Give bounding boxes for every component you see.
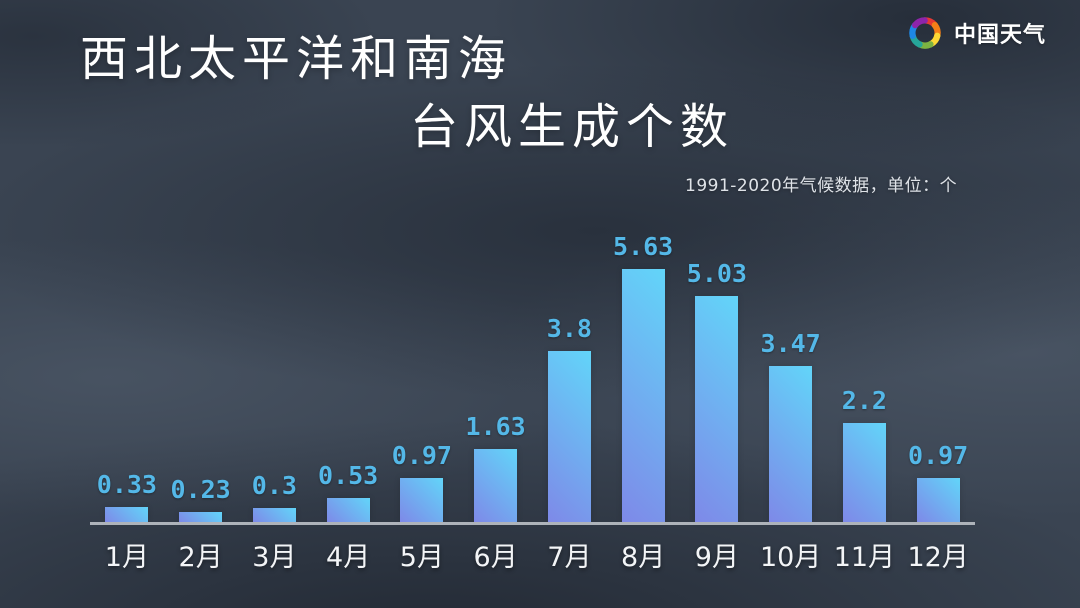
bar-slot: 1.63 <box>459 412 533 522</box>
bar-slot: 0.33 <box>90 470 164 522</box>
month-label: 2月 <box>178 542 223 573</box>
bar <box>105 507 149 522</box>
month-label: 6月 <box>473 542 518 573</box>
month-label: 9月 <box>694 542 739 573</box>
bar <box>621 269 665 522</box>
bar-value-label: 3.8 <box>546 314 592 343</box>
month-label: 10月 <box>759 542 822 573</box>
bar <box>252 508 296 522</box>
bar-value-label: 0.3 <box>251 471 297 500</box>
bar-slot: 3.47 <box>754 329 828 522</box>
month-label: 3月 <box>252 542 297 573</box>
bar <box>400 478 444 522</box>
bar-value-label: 0.23 <box>170 475 231 504</box>
bar-value-label: 5.03 <box>686 259 747 288</box>
bar-value-label: 3.47 <box>760 329 821 358</box>
bar-slot: 5.03 <box>680 259 754 522</box>
month-label: 1月 <box>104 542 149 573</box>
bar-slot: 0.3 <box>238 471 312 522</box>
month-label: 12月 <box>907 542 969 573</box>
bar-slot: 0.23 <box>164 475 238 522</box>
bar <box>547 351 591 522</box>
bar <box>474 449 518 522</box>
month-label: 5月 <box>399 542 444 573</box>
bar <box>916 478 960 522</box>
bar-value-label: 2.2 <box>841 386 887 415</box>
pinwheel-icon <box>909 17 941 49</box>
x-axis-labels: 1月 2月 3月 4月 5月 6月 7月 8月 9月 10月 11月 12月 <box>90 535 975 574</box>
bar <box>326 498 370 522</box>
bar-slot: 0.53 <box>311 461 385 522</box>
bar <box>842 423 886 522</box>
bars-area: 0.33 0.23 0.3 0.53 0.97 1.63 3.8 5.63 5.03 3.47 2.… <box>90 0 975 522</box>
bar-value-label: 0.33 <box>96 470 157 499</box>
bar-slot: 0.97 <box>385 441 459 522</box>
brand-name: 中国天气 <box>953 23 1046 48</box>
bar-value-label: 0.53 <box>318 461 379 490</box>
bar <box>769 366 813 522</box>
page-title-line2: 台风生成个数 <box>410 99 735 155</box>
bar-value-label: 1.63 <box>465 412 526 441</box>
bar-slot: 2.2 <box>828 386 902 522</box>
chart-subtitle: 1991-2020年气候数据，单位：个 <box>685 176 958 196</box>
bar-value-label: 0.97 <box>391 441 452 470</box>
month-label: 8月 <box>621 542 666 573</box>
page-title-line1: 西北太平洋和南海 <box>80 31 513 87</box>
bar <box>695 296 739 522</box>
x-axis-line <box>90 522 975 525</box>
month-label: 11月 <box>833 542 896 573</box>
pinwheel-petal <box>911 17 928 29</box>
bar-slot: 3.8 <box>533 314 607 522</box>
bar-slot: 5.63 <box>606 232 680 522</box>
bar-value-label: 0.97 <box>908 441 969 470</box>
month-label: 7月 <box>547 542 592 573</box>
bar-slot: 0.97 <box>901 441 975 522</box>
bar <box>179 512 223 522</box>
brand-logo: 中国天气 <box>904 12 1046 54</box>
bar-value-label: 5.63 <box>613 232 674 261</box>
month-label: 4月 <box>326 542 371 573</box>
